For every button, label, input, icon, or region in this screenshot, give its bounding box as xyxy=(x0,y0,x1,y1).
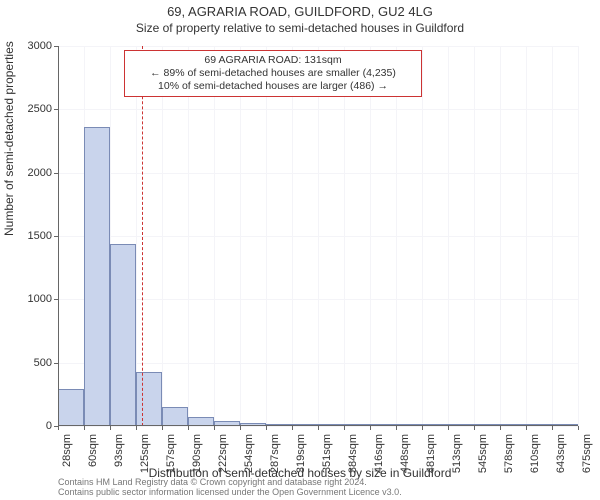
plot-area: 69 AGRARIA ROAD: 131sqm← 89% of semi-det… xyxy=(58,46,578,426)
property-marker-line xyxy=(142,46,143,426)
y-axis xyxy=(58,46,59,426)
chart-container: { "header": { "title": "69, AGRARIA ROAD… xyxy=(0,0,600,500)
gridline-h xyxy=(58,173,578,174)
annotation-line: ← 89% of semi-detached houses are smalle… xyxy=(131,67,415,80)
x-tick-mark xyxy=(500,426,501,430)
y-tick-mark xyxy=(54,426,58,427)
gridline-h xyxy=(58,46,578,47)
annotation-line: 10% of semi-detached houses are larger (… xyxy=(131,80,415,93)
gridline-h xyxy=(58,363,578,364)
x-tick-mark xyxy=(162,426,163,430)
credits: Contains HM Land Registry data © Crown c… xyxy=(58,478,402,498)
credit-line-2: Contains public sector information licen… xyxy=(58,488,402,498)
y-tick-mark xyxy=(54,299,58,300)
x-tick-mark xyxy=(344,426,345,430)
gridline-v xyxy=(578,46,579,426)
x-tick-mark xyxy=(292,426,293,430)
x-tick-mark xyxy=(422,426,423,430)
y-tick-label: 1500 xyxy=(6,230,52,242)
y-tick-mark xyxy=(54,236,58,237)
histogram-bar xyxy=(110,244,136,426)
y-tick-mark xyxy=(54,109,58,110)
y-tick-mark xyxy=(54,173,58,174)
histogram-bar xyxy=(162,407,188,426)
y-tick-label: 500 xyxy=(6,357,52,369)
x-tick-mark xyxy=(266,426,267,430)
x-tick-mark xyxy=(578,426,579,430)
x-tick-mark xyxy=(240,426,241,430)
y-tick-mark xyxy=(54,363,58,364)
y-tick-mark xyxy=(54,46,58,47)
y-tick-label: 0 xyxy=(6,420,52,432)
x-tick-mark xyxy=(474,426,475,430)
annotation-box: 69 AGRARIA ROAD: 131sqm← 89% of semi-det… xyxy=(124,50,422,97)
chart-subtitle: Size of property relative to semi-detach… xyxy=(0,19,600,35)
y-tick-label: 2500 xyxy=(6,103,52,115)
x-tick-mark xyxy=(214,426,215,430)
x-tick-mark xyxy=(136,426,137,430)
x-tick-mark xyxy=(552,426,553,430)
x-tick-mark xyxy=(370,426,371,430)
y-tick-label: 3000 xyxy=(6,40,52,52)
y-tick-label: 2000 xyxy=(6,167,52,179)
gridline-h xyxy=(58,236,578,237)
gridline-h xyxy=(58,299,578,300)
gridline-h xyxy=(58,109,578,110)
x-tick-mark xyxy=(318,426,319,430)
x-tick-mark xyxy=(84,426,85,430)
chart-title: 69, AGRARIA ROAD, GUILDFORD, GU2 4LG xyxy=(0,0,600,19)
histogram-bar xyxy=(84,127,110,426)
x-tick-mark xyxy=(526,426,527,430)
x-tick-mark xyxy=(396,426,397,430)
y-tick-label: 1000 xyxy=(6,293,52,305)
x-tick-mark xyxy=(110,426,111,430)
histogram-bar xyxy=(136,372,162,426)
x-tick-mark xyxy=(448,426,449,430)
x-tick-mark xyxy=(58,426,59,430)
histogram-bar xyxy=(58,389,84,426)
x-tick-mark xyxy=(188,426,189,430)
annotation-line: 69 AGRARIA ROAD: 131sqm xyxy=(131,54,415,67)
